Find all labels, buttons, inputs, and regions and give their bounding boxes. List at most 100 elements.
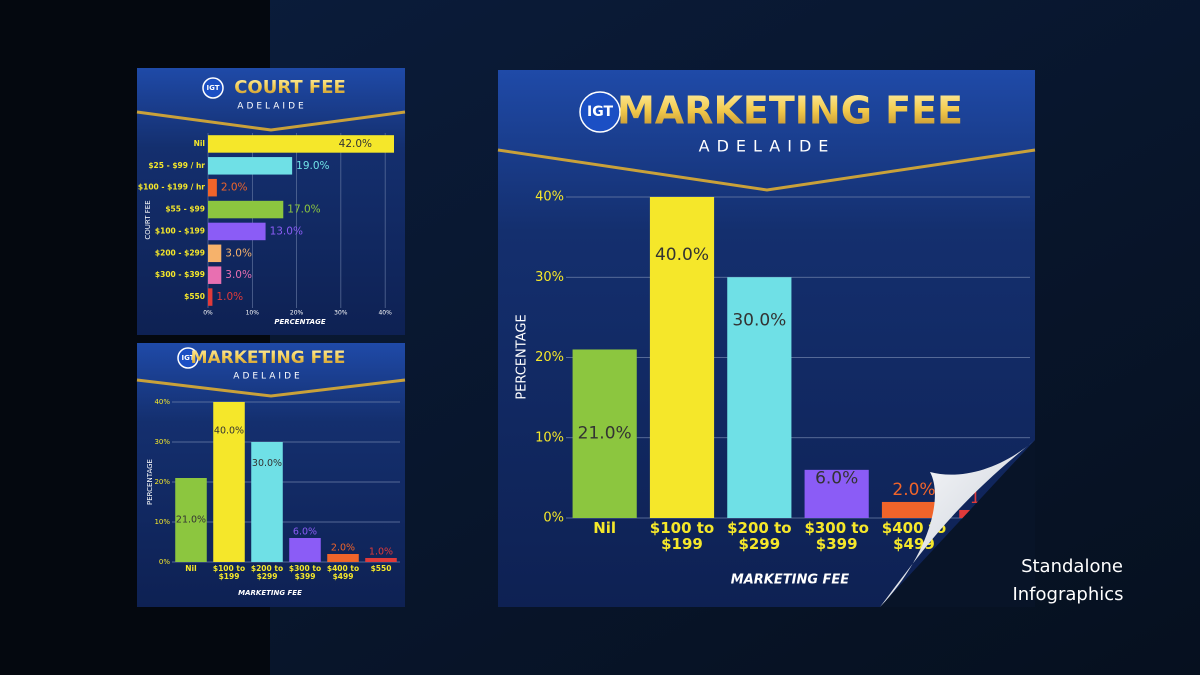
value-label: 1.0% <box>216 291 243 303</box>
bar <box>208 135 394 153</box>
x-tick-label-box: $550 <box>370 565 392 573</box>
value-label: 6.0% <box>293 527 317 538</box>
chart-subtitle: ADELAIDE <box>233 372 302 382</box>
y-tick-label: 20% <box>154 478 170 486</box>
y-tick-label: 10% <box>535 430 564 445</box>
y-tick-label: $55 - $99 <box>165 205 205 214</box>
logo-text: IGT <box>181 354 194 362</box>
x-tick-label: 30% <box>334 310 348 317</box>
y-axis-label: COURT FEE <box>144 200 152 239</box>
x-tick-label: Nil <box>593 521 617 537</box>
x-tick-label: $550 <box>370 565 392 573</box>
bar <box>208 244 222 263</box>
x-tick-label-box: $100 to $199 <box>212 565 246 581</box>
value-label: 17.0% <box>287 204 320 216</box>
value-label: 19.0% <box>296 160 329 172</box>
x-tick-label-box: $100 to $199 <box>649 521 715 553</box>
x-tick-label-box: Nil <box>593 521 617 537</box>
value-label: 3.0% <box>225 269 252 281</box>
x-tick-label: $300 to $399 <box>288 565 322 581</box>
x-tick-label-box: $400 to $499 <box>326 565 360 581</box>
x-axis-label: PERCENTAGE <box>274 318 325 326</box>
x-tick-label-box: $300 to $399 <box>804 521 869 553</box>
y-tick-label: 0% <box>159 558 170 566</box>
bar <box>208 200 284 219</box>
chart-title: COURT FEE <box>234 77 346 98</box>
bar <box>208 157 293 175</box>
x-axis-label: MARKETING FEE <box>238 589 302 597</box>
x-tick-label: $300 to $399 <box>804 521 869 553</box>
y-tick-label: 10% <box>154 518 170 526</box>
y-tick-label: 40% <box>154 398 170 406</box>
value-label: 6.0% <box>815 469 858 489</box>
bar <box>289 538 321 562</box>
bar <box>881 501 947 518</box>
bar <box>208 266 222 284</box>
bar <box>208 222 266 241</box>
logo <box>579 91 621 133</box>
y-tick-label: $100 - $199 / hr <box>138 183 205 192</box>
x-tick-label: 20% <box>290 310 304 317</box>
y-axis-label: PERCENTAGE <box>146 459 154 505</box>
gold-band <box>136 110 1036 398</box>
x-tick-label-box: $200 to $299 <box>727 521 792 553</box>
x-tick-label: $200 to $299 <box>727 521 792 553</box>
logo <box>177 347 199 369</box>
x-tick-label-box: Nil <box>185 565 197 573</box>
value-label: 1.0% <box>369 547 393 558</box>
chart-subtitle: ADELAIDE <box>699 137 836 156</box>
x-tick-label: $100 to $199 <box>212 565 246 581</box>
value-label: 3.0% <box>225 247 252 259</box>
x-tick-label: $200 to $299 <box>250 565 284 581</box>
x-tick-label: Nil <box>185 565 197 573</box>
logo <box>202 77 224 99</box>
caption: Infographics <box>1012 584 1123 605</box>
x-tick-label: 40% <box>378 310 392 317</box>
value-label: 40.0% <box>214 425 244 436</box>
bar <box>208 178 217 197</box>
value-label: 2.0% <box>331 543 355 554</box>
y-tick-label: Nil <box>194 139 205 148</box>
y-tick-label: $200 - $299 <box>155 248 205 257</box>
value-label: 42.0% <box>339 138 372 150</box>
value-label: 2.0% <box>892 480 935 500</box>
x-tick-label: 0% <box>203 310 213 317</box>
bar <box>649 197 715 518</box>
chart-subtitle: ADELAIDE <box>237 102 306 112</box>
logo-text: IGT <box>587 104 613 120</box>
value-label: 21.0% <box>578 424 632 444</box>
value-label: 30.0% <box>732 311 786 331</box>
x-axis-label: MARKETING FEE <box>731 573 850 588</box>
value-label: 13.0% <box>270 225 303 237</box>
curl-shadow <box>880 440 1035 607</box>
caption: Standalone <box>1021 556 1123 577</box>
y-tick-label: $300 - $399 <box>155 270 205 279</box>
bar <box>727 277 792 518</box>
x-tick-label-box: $200 to $299 <box>250 565 284 581</box>
chart-title: MARKETING FEE <box>191 348 346 368</box>
y-tick-label: $100 - $199 <box>155 226 205 235</box>
bar <box>251 442 283 562</box>
bar <box>175 478 207 562</box>
bar <box>208 288 213 306</box>
y-tick-label: 30% <box>535 270 564 285</box>
bar <box>804 469 869 518</box>
logo-text: IGT <box>206 84 219 92</box>
value-label: 2.0% <box>221 182 248 194</box>
bar <box>365 558 397 562</box>
value-label: 40.0% <box>655 245 709 265</box>
value-label: 30.0% <box>252 458 282 469</box>
x-tick-label: 10% <box>246 310 260 317</box>
x-tick-label-box: $300 to $399 <box>288 565 322 581</box>
x-tick-label: $100 to $199 <box>649 521 715 553</box>
y-tick-label: 30% <box>154 438 170 446</box>
y-tick-label: 0% <box>543 511 564 526</box>
y-tick-label: $25 - $99 / hr <box>148 161 205 170</box>
y-tick-label: 40% <box>535 190 564 205</box>
bar <box>327 554 359 562</box>
y-axis-label: PERCENTAGE <box>515 314 530 399</box>
x-tick-label: $400 to $499 <box>326 565 360 581</box>
value-label: 21.0% <box>176 515 206 526</box>
